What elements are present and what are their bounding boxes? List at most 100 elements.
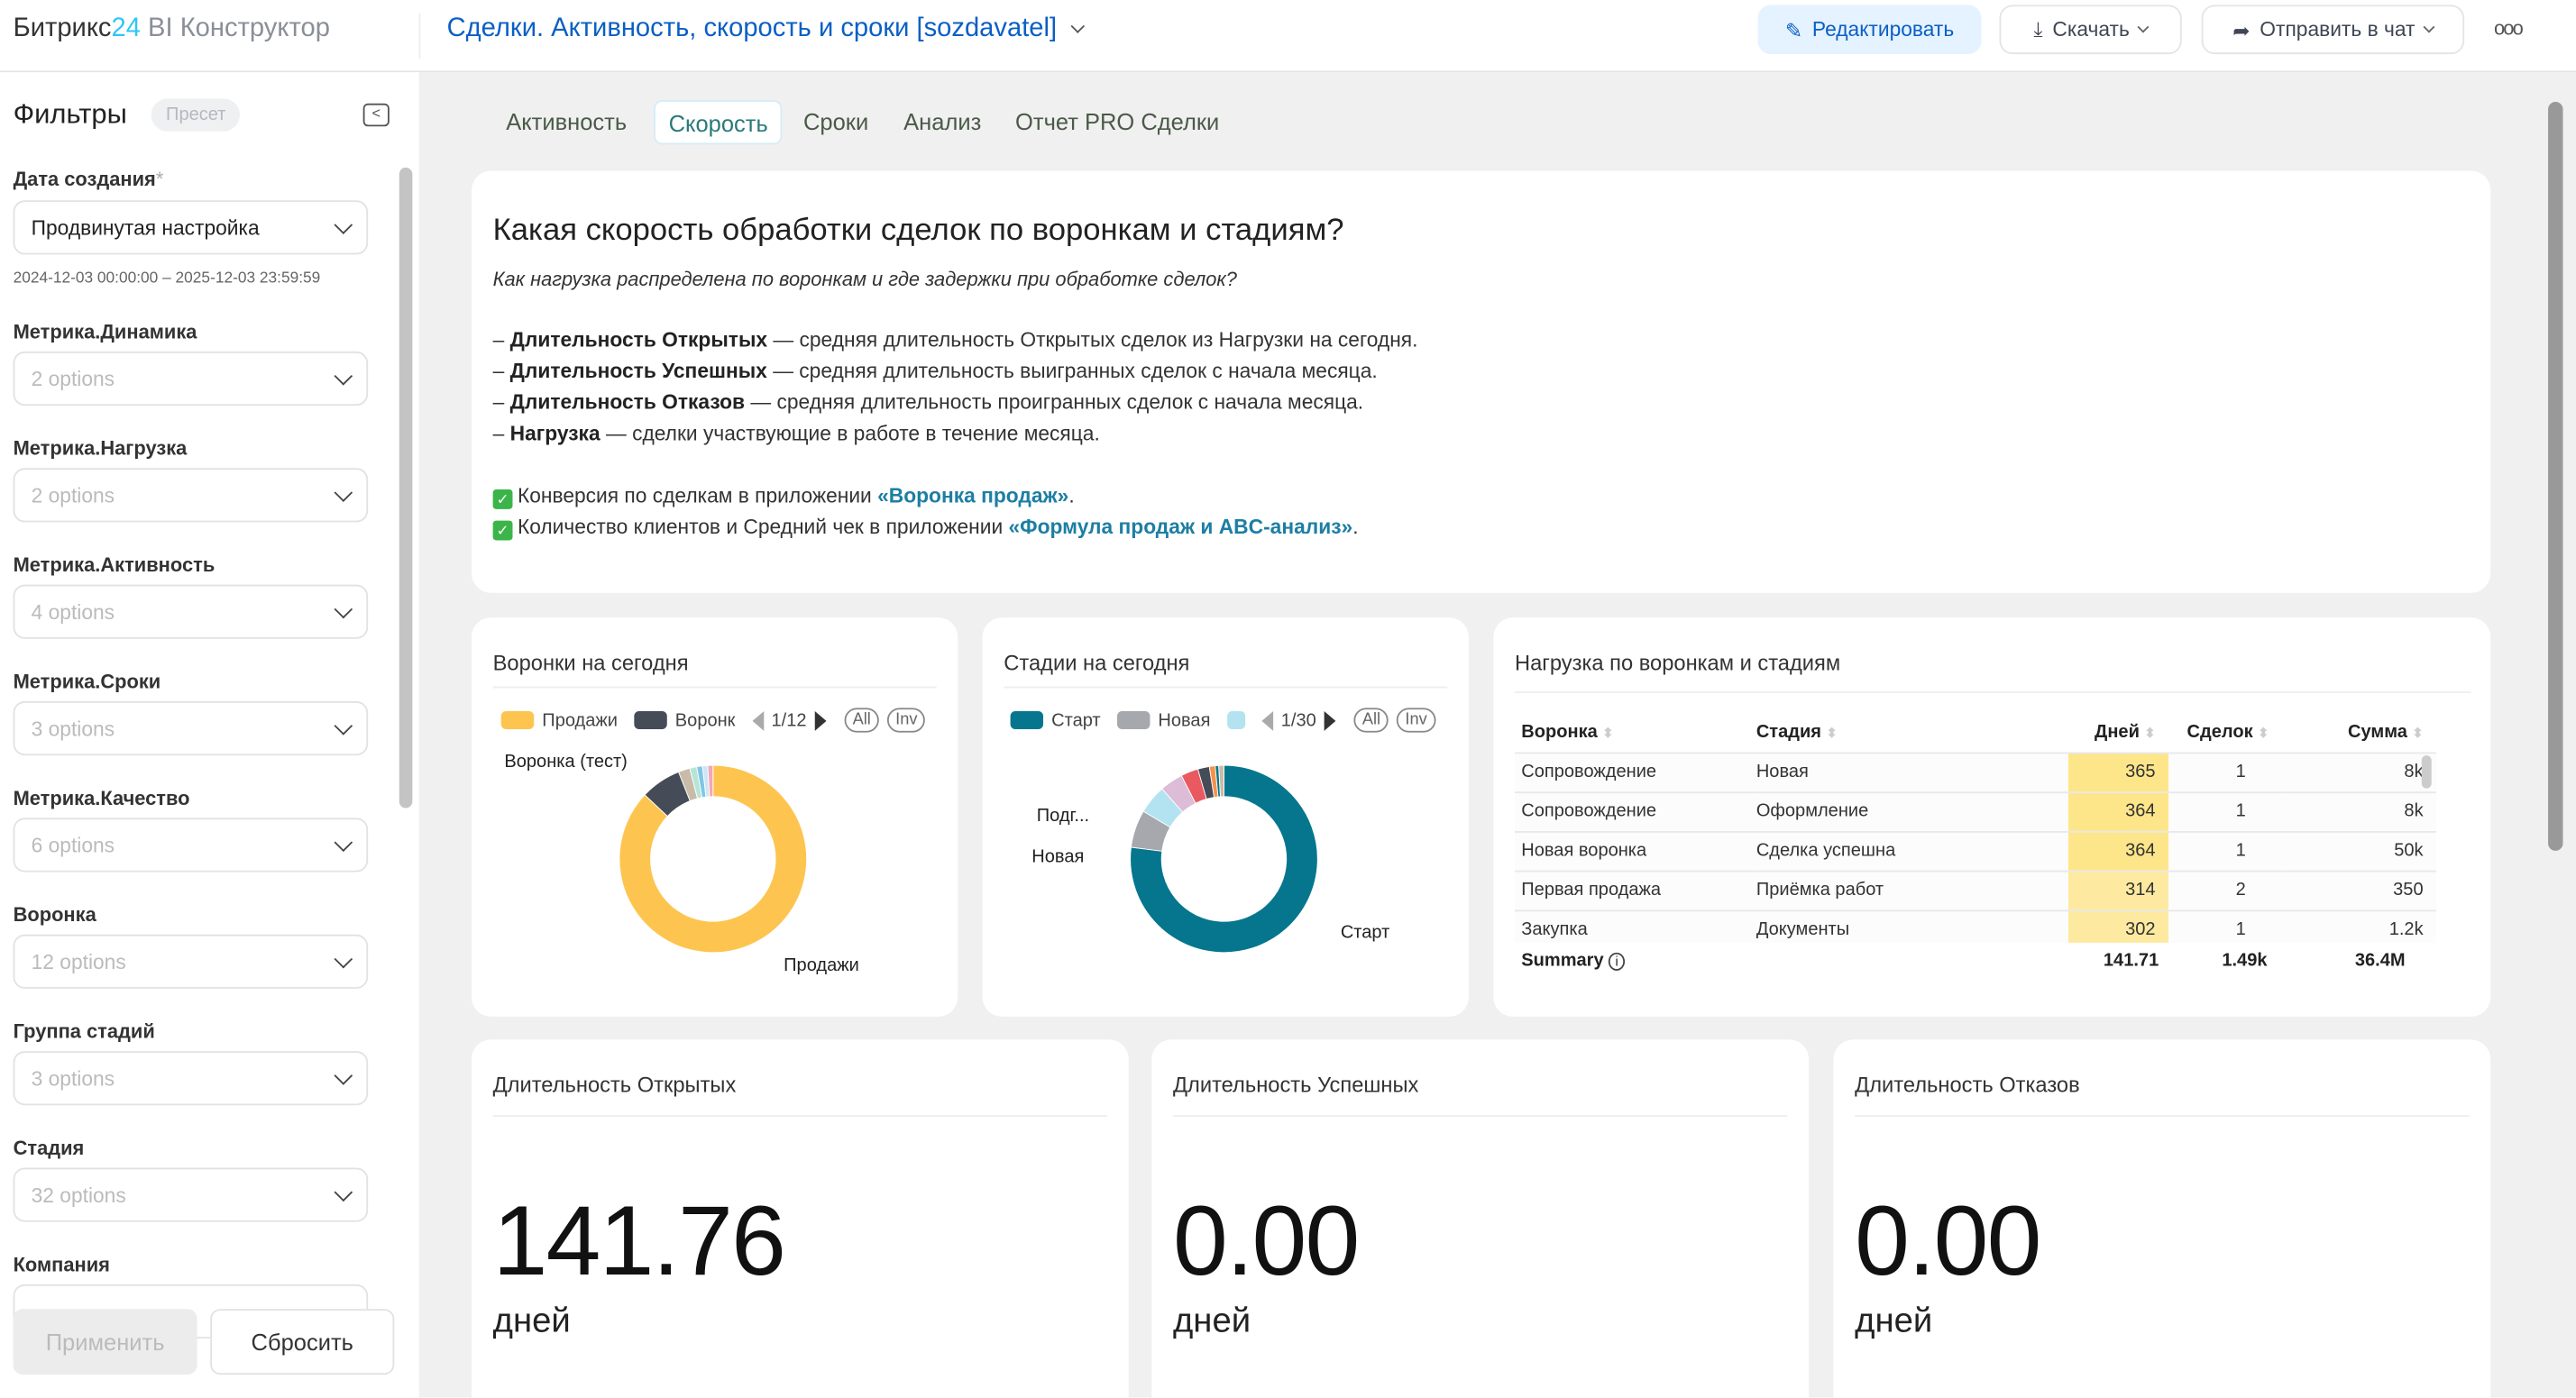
definition-text: — средняя длительность Открытых сделок и… [767, 328, 1418, 352]
table-row[interactable]: Новая воронка Сделка успешна 364 1 50k [1514, 830, 2437, 871]
download-button[interactable]: ⤓ Скачать [1999, 5, 2182, 55]
col-deals[interactable]: Сделок ⬍ [2168, 713, 2282, 753]
tab[interactable]: Отчет PRO Сделки [1015, 108, 1220, 135]
slice-label: Подг... [1036, 806, 1090, 827]
definition-term: Длительность Отказов [509, 390, 746, 415]
apply-button[interactable]: Применить [13, 1309, 197, 1375]
logo[interactable]: Битрикс24 BI Конструктор [14, 14, 330, 44]
donut-slice[interactable] [1218, 764, 1224, 798]
kpi-card: Длительность Открытых 141.76 дней [471, 1039, 1129, 1398]
collapse-sidebar-icon[interactable]: < [362, 103, 390, 127]
definition-text: — средняя длительность проигранных сдело… [745, 390, 1364, 415]
kpi-unit: дней [1172, 1302, 1251, 1340]
definition-item: – Длительность Открытых — средняя длител… [492, 328, 1418, 352]
tab[interactable]: Активность [506, 108, 628, 135]
label-text: Дата создания [13, 167, 156, 191]
chevron-down-icon [2137, 20, 2150, 32]
cell-funnel: Закупка [1514, 909, 1756, 943]
definition-text: — сделки участвующие в работе в течение … [600, 422, 1100, 445]
filter-select[interactable]: 12 options [13, 934, 369, 989]
chevron-down-icon [2423, 20, 2435, 32]
sort-icon: ⬍ [2412, 725, 2424, 741]
filter-label: Метрика.Качество [13, 786, 190, 810]
cell-days: 302 [2068, 909, 2169, 943]
tab[interactable]: Скорость [654, 100, 784, 145]
col-days[interactable]: Дней ⬍ [2068, 713, 2168, 753]
more-icon[interactable]: ooo [2493, 16, 2524, 40]
slice-label: Продажи [784, 955, 859, 976]
date-select[interactable]: Продвинутая настройка [13, 200, 369, 255]
filter-select[interactable]: 3 options [13, 1051, 369, 1106]
sidebar-scrollbar[interactable] [399, 167, 413, 809]
legend-all-button[interactable]: All [1353, 708, 1389, 733]
load-table-card: Нагрузка по воронкам и стадиям Воронка ⬍ … [1493, 617, 2491, 1017]
legend-item[interactable]: Старт [1051, 710, 1101, 730]
filter-select[interactable]: 2 options [13, 468, 369, 523]
filter-select[interactable]: 4 options [13, 584, 369, 639]
col-sum[interactable]: Сумма ⬍ [2282, 713, 2436, 753]
legend-item[interactable]: Воронк [674, 710, 736, 730]
cell-deals: 1 [2168, 830, 2282, 871]
reset-button[interactable]: Сбросить [210, 1309, 395, 1375]
main-scrollbar[interactable] [2548, 101, 2563, 851]
preset-badge[interactable]: Пресет [151, 98, 241, 132]
donut-slice[interactable] [707, 764, 714, 798]
summary-deals: 1.49k [2222, 950, 2268, 971]
donut-slice[interactable] [1130, 764, 1318, 954]
legend-item[interactable]: Новая [1158, 710, 1211, 730]
cell-stage: Новая [1756, 751, 2069, 792]
filter-select[interactable]: 3 options [13, 701, 369, 756]
legend-swatch [500, 710, 535, 730]
select-value: 2 options [31, 483, 115, 507]
filter-label: Группа стадий [13, 1019, 155, 1044]
legend-next-icon[interactable] [1324, 710, 1336, 730]
send-label: Отправить в чат [2260, 18, 2416, 41]
dashboard-title-dropdown[interactable]: Сделки. Активность, скорость и сроки [so… [447, 14, 1086, 44]
kpi-value: 141.76 [492, 1185, 786, 1296]
legend-swatch [1010, 710, 1044, 730]
select-value: 6 options [31, 833, 115, 857]
chevron-down-icon [334, 482, 353, 502]
legend-prev-icon[interactable] [751, 710, 764, 730]
divider [492, 686, 937, 689]
legend-invert-button[interactable]: Inv [887, 708, 926, 733]
table-row[interactable]: Сопровождение Оформление 364 1 8k [1514, 790, 2437, 831]
filters-title: Фильтры [13, 98, 127, 130]
app-link[interactable]: «Формула продаж и ABC-анализ» [1008, 516, 1353, 539]
info-icon[interactable]: i [1609, 952, 1626, 971]
table-row[interactable]: Закупка Документы 302 1 1.2k [1514, 909, 2437, 943]
chart-title: Стадии на сегодня [1004, 650, 1190, 675]
legend-next-icon[interactable] [814, 710, 827, 730]
cell-stage: Сделка успешна [1756, 830, 2069, 871]
tab[interactable]: Анализ [903, 108, 982, 135]
col-label: Воронка [1521, 722, 1598, 743]
tab[interactable]: Сроки [803, 108, 869, 135]
legend-swatch [1226, 710, 1245, 730]
donut-slice[interactable] [619, 764, 808, 954]
divider [1514, 691, 2471, 693]
cell-deals: 2 [2168, 869, 2282, 910]
select-value: 12 options [31, 950, 126, 973]
app-link[interactable]: «Воронка продаж» [877, 484, 1069, 508]
legend-invert-button[interactable]: Inv [1397, 708, 1435, 733]
filter-select[interactable]: 32 options [13, 1167, 369, 1222]
table-row[interactable]: Сопровождение Новая 365 1 8k [1514, 751, 2437, 792]
definition-item: – Длительность Успешных — средняя длител… [492, 360, 1378, 383]
filter-select[interactable]: 6 options [13, 818, 369, 873]
slice-label: Новая [1031, 847, 1085, 868]
cell-sum: 50k [2281, 830, 2437, 871]
legend-all-button[interactable]: All [844, 708, 879, 733]
table-row[interactable]: Первая продажа Приёмка работ 314 2 350 [1514, 869, 2437, 910]
col-stage[interactable]: Стадия ⬍ [1756, 713, 2068, 753]
filter-select[interactable]: 2 options [13, 351, 369, 407]
edit-label: Редактировать [1811, 18, 1955, 41]
cell-sum: 350 [2281, 869, 2437, 910]
send-to-chat-button[interactable]: ➦ Отправить в чат [2201, 5, 2465, 55]
legend-item[interactable]: Продажи [542, 710, 619, 730]
divider [1172, 1115, 1788, 1118]
chart-legend: Продажи Воронк 1/12 All Inv [500, 708, 926, 733]
table-scrollbar[interactable] [2421, 755, 2432, 789]
col-funnel[interactable]: Воронка ⬍ [1515, 713, 1756, 753]
legend-prev-icon[interactable] [1260, 710, 1273, 730]
edit-button[interactable]: ✎ Редактировать [1757, 5, 1982, 55]
